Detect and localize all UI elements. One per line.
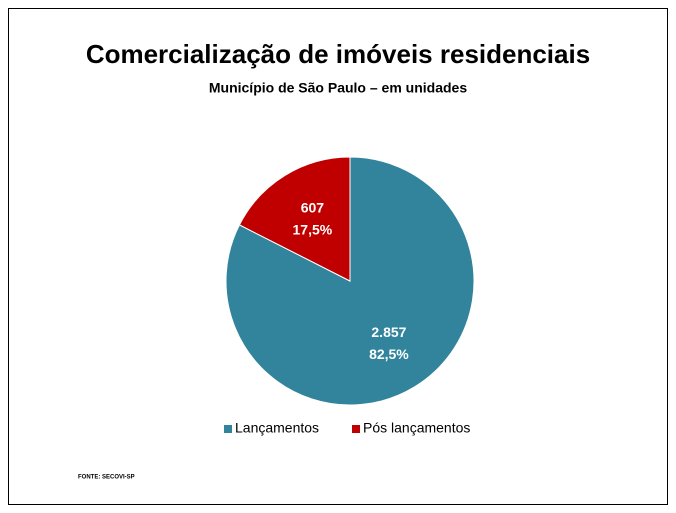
data-label: 607: [301, 199, 325, 215]
legend-swatch: [224, 425, 232, 433]
percent-label: 82,5%: [369, 346, 409, 362]
legend-swatch: [352, 425, 360, 433]
legend-label: Lançamentos: [235, 420, 319, 436]
chart-subtitle: Município de São Paulo – em unidades: [209, 80, 467, 96]
source-note: FONTE: SECOVI-SP: [78, 475, 135, 481]
chart-title: Comercialização de imóveis residenciais: [86, 39, 590, 69]
pie-slice: [238, 156, 351, 282]
percent-label: 17,5%: [293, 221, 333, 237]
legend-label: Pós lançamentos: [363, 420, 470, 436]
data-label: 2.857: [371, 324, 406, 340]
